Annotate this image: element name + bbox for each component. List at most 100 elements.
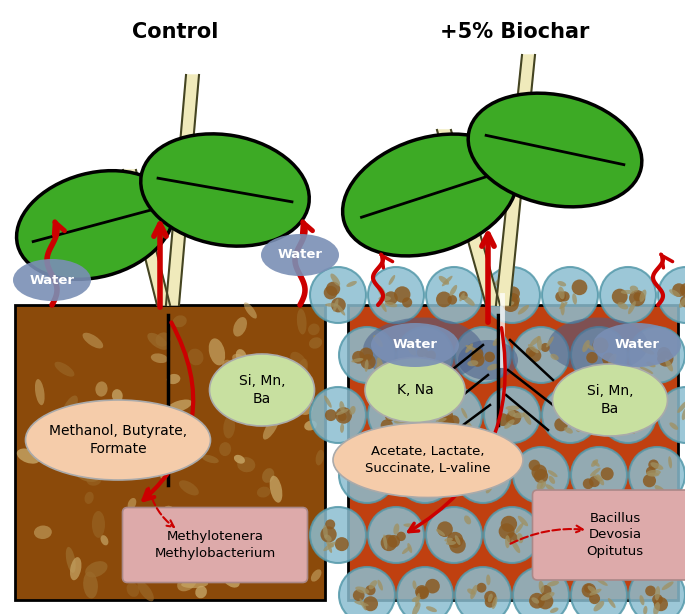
Circle shape	[502, 295, 519, 312]
Ellipse shape	[590, 468, 601, 476]
Ellipse shape	[350, 464, 362, 472]
Ellipse shape	[83, 572, 98, 599]
Ellipse shape	[324, 534, 332, 542]
Ellipse shape	[326, 541, 334, 548]
Circle shape	[540, 343, 550, 352]
Circle shape	[658, 267, 685, 323]
Ellipse shape	[415, 593, 420, 607]
Ellipse shape	[336, 409, 349, 415]
Ellipse shape	[375, 363, 379, 375]
Circle shape	[449, 537, 466, 553]
Circle shape	[612, 289, 627, 305]
Circle shape	[645, 586, 656, 596]
Ellipse shape	[503, 301, 514, 307]
Ellipse shape	[384, 301, 397, 307]
Circle shape	[534, 469, 548, 483]
Ellipse shape	[436, 418, 447, 422]
Ellipse shape	[560, 521, 569, 527]
Circle shape	[384, 291, 398, 305]
Ellipse shape	[559, 301, 568, 309]
Ellipse shape	[55, 362, 75, 376]
Ellipse shape	[523, 412, 532, 425]
Ellipse shape	[177, 573, 197, 591]
Circle shape	[426, 267, 482, 323]
Circle shape	[339, 447, 395, 503]
Circle shape	[571, 327, 627, 383]
Ellipse shape	[216, 512, 234, 528]
Circle shape	[612, 404, 626, 419]
Ellipse shape	[429, 367, 441, 373]
Text: Si, Mn,
Ba: Si, Mn, Ba	[587, 384, 633, 416]
Polygon shape	[123, 170, 170, 305]
Ellipse shape	[548, 470, 558, 477]
Circle shape	[657, 347, 671, 360]
Bar	[348, 305, 678, 600]
Circle shape	[455, 447, 511, 503]
Ellipse shape	[74, 466, 100, 482]
Ellipse shape	[593, 323, 681, 367]
Ellipse shape	[140, 134, 309, 246]
Ellipse shape	[682, 408, 685, 420]
Ellipse shape	[377, 285, 386, 298]
Ellipse shape	[616, 521, 623, 530]
Ellipse shape	[410, 483, 418, 491]
Ellipse shape	[646, 470, 661, 476]
Ellipse shape	[545, 484, 556, 492]
Ellipse shape	[518, 516, 528, 526]
Ellipse shape	[298, 404, 313, 415]
Ellipse shape	[377, 357, 384, 372]
Ellipse shape	[354, 601, 369, 606]
Ellipse shape	[138, 465, 155, 479]
Ellipse shape	[638, 343, 647, 349]
Ellipse shape	[108, 428, 125, 453]
Ellipse shape	[290, 352, 307, 370]
Circle shape	[438, 415, 454, 432]
Circle shape	[601, 467, 614, 480]
Ellipse shape	[369, 580, 377, 589]
Ellipse shape	[653, 602, 660, 614]
Circle shape	[469, 464, 482, 477]
Ellipse shape	[209, 338, 225, 365]
Ellipse shape	[181, 580, 208, 588]
Ellipse shape	[296, 359, 308, 383]
Circle shape	[600, 387, 656, 443]
Ellipse shape	[273, 549, 288, 568]
Ellipse shape	[575, 423, 581, 432]
Ellipse shape	[162, 506, 178, 522]
Circle shape	[360, 348, 373, 361]
Ellipse shape	[41, 418, 52, 427]
Circle shape	[438, 408, 453, 422]
Circle shape	[537, 593, 553, 610]
Ellipse shape	[66, 547, 75, 573]
Ellipse shape	[516, 533, 523, 543]
Circle shape	[600, 267, 656, 323]
Circle shape	[310, 267, 366, 323]
Ellipse shape	[353, 481, 360, 486]
Ellipse shape	[466, 345, 477, 351]
Ellipse shape	[600, 367, 614, 373]
FancyArrowPatch shape	[144, 322, 193, 500]
Ellipse shape	[25, 400, 210, 480]
Ellipse shape	[579, 523, 584, 534]
Ellipse shape	[342, 134, 517, 256]
Ellipse shape	[506, 406, 520, 410]
Circle shape	[455, 567, 511, 614]
Ellipse shape	[487, 363, 498, 370]
Circle shape	[425, 579, 440, 594]
Circle shape	[556, 291, 566, 302]
Circle shape	[436, 292, 452, 307]
Ellipse shape	[378, 296, 391, 301]
Ellipse shape	[669, 422, 678, 430]
Ellipse shape	[351, 358, 363, 362]
Ellipse shape	[168, 516, 186, 532]
Circle shape	[629, 567, 685, 614]
Ellipse shape	[83, 333, 103, 349]
Polygon shape	[496, 55, 535, 305]
Ellipse shape	[270, 551, 284, 564]
Ellipse shape	[492, 597, 497, 609]
Circle shape	[339, 567, 395, 614]
Ellipse shape	[549, 476, 555, 484]
Ellipse shape	[233, 317, 247, 336]
Ellipse shape	[619, 538, 630, 545]
Ellipse shape	[323, 542, 336, 551]
